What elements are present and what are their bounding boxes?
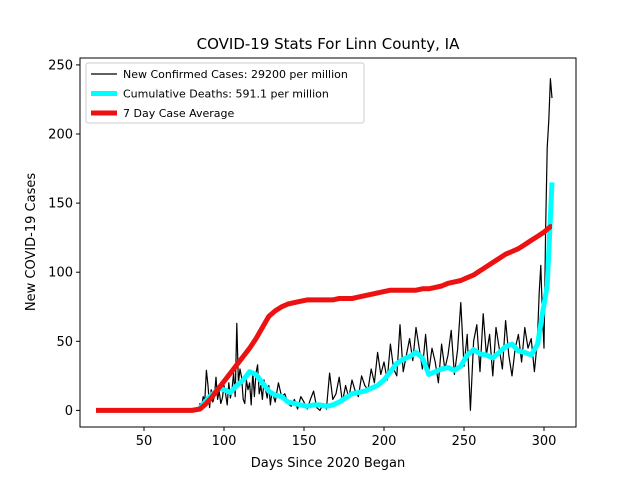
y-tick-label: 200 bbox=[48, 128, 73, 143]
y-axis: 0 50 100 150 200 250 bbox=[48, 58, 80, 419]
series-line-1 bbox=[198, 182, 555, 410]
plot-area bbox=[96, 78, 555, 413]
x-tick-label: 50 bbox=[136, 434, 153, 449]
x-tick-label: 200 bbox=[372, 434, 397, 449]
y-tick-label: 100 bbox=[48, 266, 73, 281]
series-line-0 bbox=[96, 78, 553, 411]
legend-label-0: New Confirmed Cases: 29200 per million bbox=[123, 68, 348, 81]
axes-frame bbox=[79, 57, 577, 428]
legend-label-1: Cumulative Deaths: 591.1 per million bbox=[123, 88, 329, 101]
legend: New Confirmed Cases: 29200 per million Cu… bbox=[85, 62, 365, 124]
x-tick-label: 150 bbox=[292, 434, 317, 449]
chart-title: COVID-19 Stats For Linn County, IA bbox=[197, 35, 460, 53]
x-axis-label: Days Since 2020 Began bbox=[251, 456, 406, 471]
x-tick-label: 250 bbox=[452, 434, 477, 449]
x-axis: 50 100 150 200 250 300 bbox=[136, 427, 557, 449]
y-tick-label: 0 bbox=[65, 404, 73, 419]
y-tick-label: 150 bbox=[48, 197, 73, 212]
y-tick-label: 50 bbox=[56, 335, 73, 350]
y-axis-label: New COVID-19 Cases bbox=[24, 173, 39, 311]
legend-label-2: 7 Day Case Average bbox=[123, 107, 235, 120]
legend-box bbox=[85, 62, 365, 124]
x-tick-label: 100 bbox=[212, 434, 237, 449]
x-tick-label: 300 bbox=[532, 434, 557, 449]
y-tick-label: 250 bbox=[48, 58, 73, 73]
series-line-2 bbox=[96, 224, 553, 413]
